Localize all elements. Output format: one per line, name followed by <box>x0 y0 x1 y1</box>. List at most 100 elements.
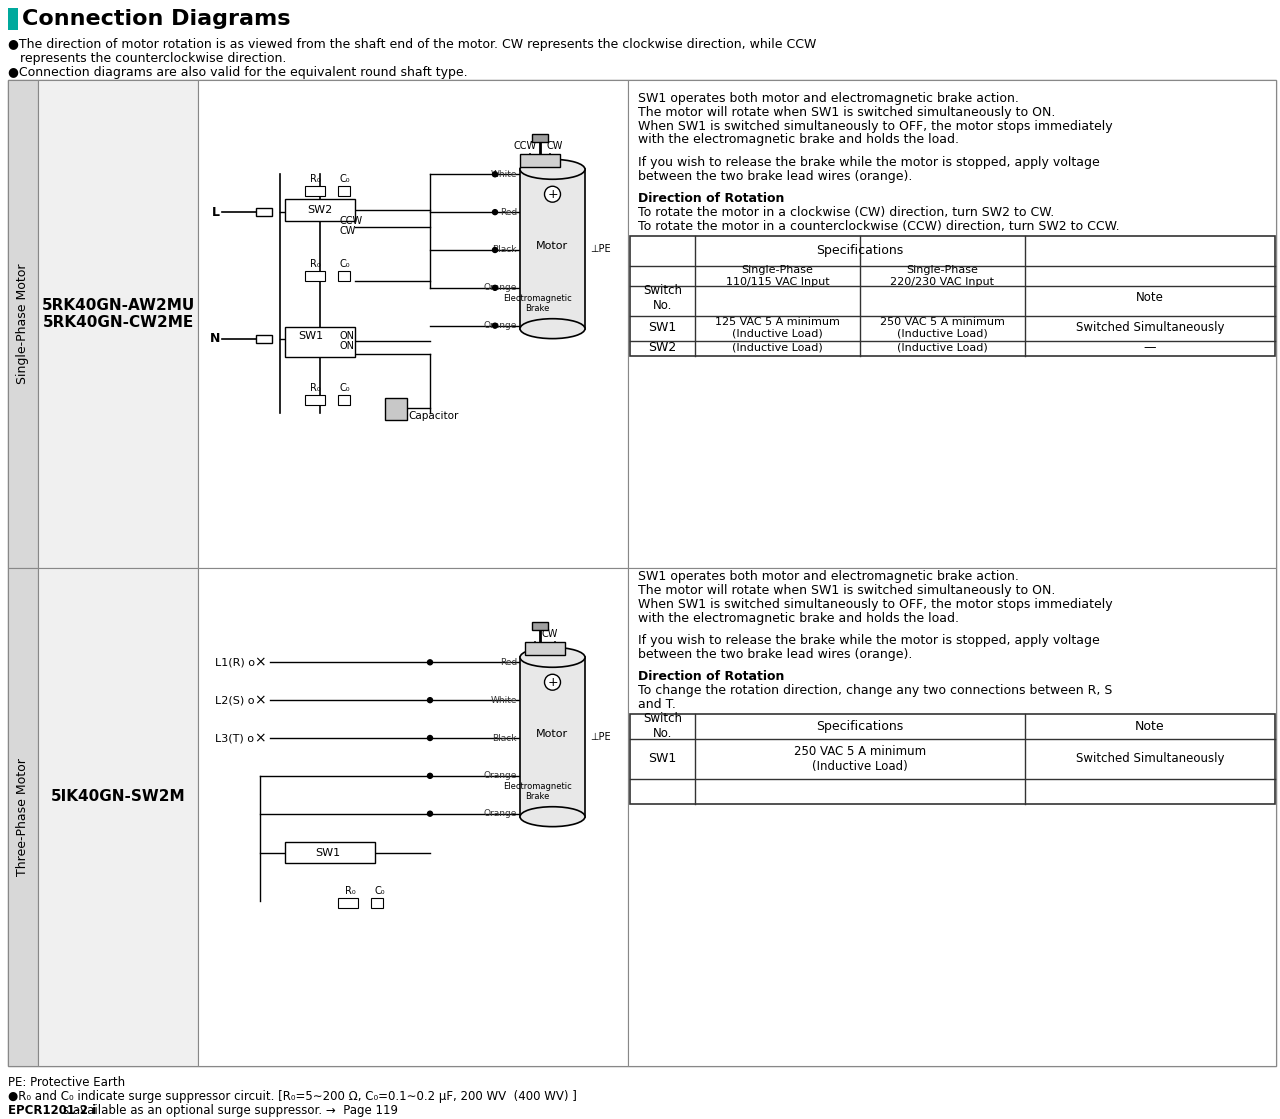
Text: between the two brake lead wires (orange).: between the two brake lead wires (orange… <box>637 648 913 661</box>
Text: Three-Phase Motor: Three-Phase Motor <box>17 758 29 876</box>
Text: and T.: and T. <box>637 698 676 712</box>
Text: L2(S) o: L2(S) o <box>215 695 255 705</box>
Bar <box>8 8 18 30</box>
Bar <box>8 79 38 567</box>
Bar <box>520 657 585 817</box>
Text: CW: CW <box>340 226 356 236</box>
Text: 250 VAC 5 A minimum
(Inductive Load): 250 VAC 5 A minimum (Inductive Load) <box>794 745 925 773</box>
Bar <box>385 398 407 421</box>
Text: White: White <box>490 170 517 179</box>
Ellipse shape <box>520 159 585 179</box>
Text: 5IK40GN-SW2M: 5IK40GN-SW2M <box>51 789 186 805</box>
Bar <box>198 567 628 1065</box>
Text: L: L <box>212 206 220 218</box>
Text: R₀: R₀ <box>310 384 320 394</box>
Text: Single-Phase
110/115 VAC Input: Single-Phase 110/115 VAC Input <box>726 265 829 286</box>
Bar <box>338 271 349 281</box>
Text: CCW: CCW <box>340 216 364 226</box>
Bar <box>532 622 548 630</box>
Text: R₀: R₀ <box>310 175 320 185</box>
Text: Orange: Orange <box>484 809 517 818</box>
Text: When SW1 is switched simultaneously to OFF, the motor stops immediately: When SW1 is switched simultaneously to O… <box>637 120 1112 132</box>
Text: To change the rotation direction, change any two connections between R, S: To change the rotation direction, change… <box>637 684 1112 697</box>
Text: Single-Phase Motor: Single-Phase Motor <box>17 263 29 384</box>
Text: N: N <box>210 332 220 345</box>
Text: ⊥PE: ⊥PE <box>590 244 611 254</box>
Text: SW1 operates both motor and electromagnetic brake action.: SW1 operates both motor and electromagne… <box>637 570 1019 583</box>
Bar <box>630 236 1275 356</box>
Text: L3(T) o: L3(T) o <box>215 733 253 743</box>
Text: When SW1 is switched simultaneously to OFF, the motor stops immediately: When SW1 is switched simultaneously to O… <box>637 598 1112 611</box>
Bar <box>371 899 383 909</box>
Circle shape <box>428 660 433 665</box>
Text: The motor will rotate when SW1 is switched simultaneously to ON.: The motor will rotate when SW1 is switch… <box>637 105 1056 119</box>
Text: SW2: SW2 <box>649 341 677 354</box>
Circle shape <box>428 697 433 703</box>
Text: CW: CW <box>547 141 563 151</box>
Text: Note: Note <box>1135 720 1165 733</box>
Text: PE: Protective Earth: PE: Protective Earth <box>8 1075 125 1089</box>
Bar <box>285 841 375 864</box>
Text: Single-Phase
220/230 VAC Input: Single-Phase 220/230 VAC Input <box>891 265 995 286</box>
Ellipse shape <box>520 319 585 339</box>
Text: ON: ON <box>340 340 355 350</box>
Text: Brake: Brake <box>525 792 549 801</box>
Text: ON: ON <box>340 330 355 340</box>
Text: Switch
No.: Switch No. <box>643 284 682 312</box>
Circle shape <box>493 323 498 328</box>
Ellipse shape <box>520 807 585 827</box>
Bar <box>256 208 273 216</box>
Bar <box>285 327 355 357</box>
Text: SW1: SW1 <box>649 752 677 765</box>
Text: Motor: Motor <box>536 728 568 739</box>
Text: White: White <box>490 696 517 705</box>
Text: Switched Simultaneously: Switched Simultaneously <box>1075 321 1224 335</box>
Text: (Inductive Load): (Inductive Load) <box>897 342 988 352</box>
Text: Black: Black <box>493 245 517 254</box>
Bar <box>630 714 1275 803</box>
Bar <box>305 186 325 196</box>
Text: Red: Red <box>499 658 517 667</box>
Text: SW1 operates both motor and electromagnetic brake action.: SW1 operates both motor and electromagne… <box>637 92 1019 105</box>
Text: SW2: SW2 <box>307 205 333 215</box>
Bar <box>38 79 198 567</box>
Bar <box>285 199 355 222</box>
Text: with the electromagnetic brake and holds the load.: with the electromagnetic brake and holds… <box>637 133 959 147</box>
Text: Black: Black <box>493 733 517 743</box>
Circle shape <box>428 773 433 779</box>
Text: Capacitor: Capacitor <box>408 412 458 422</box>
Text: 5RK40GN-AW2MU
5RK40GN-CW2ME: 5RK40GN-AW2MU 5RK40GN-CW2ME <box>41 298 195 330</box>
Bar <box>520 169 585 329</box>
Text: C₀: C₀ <box>339 258 351 269</box>
Text: Orange: Orange <box>484 771 517 780</box>
Circle shape <box>493 209 498 215</box>
Text: ●The direction of motor rotation is as viewed from the shaft end of the motor. C: ●The direction of motor rotation is as v… <box>8 38 817 50</box>
Text: To rotate the motor in a counterclockwise (CCW) direction, turn SW2 to CCW.: To rotate the motor in a counterclockwis… <box>637 220 1120 233</box>
Circle shape <box>428 811 433 816</box>
Bar <box>38 567 198 1065</box>
Text: ●R₀ and C₀ indicate surge suppressor circuit. [R₀=5∼200 Ω, C₀=0.1∼0.2 μF, 200 WV: ●R₀ and C₀ indicate surge suppressor cir… <box>8 1090 577 1102</box>
Bar <box>628 79 1276 567</box>
Text: Direction of Rotation: Direction of Rotation <box>637 192 785 205</box>
Text: —: — <box>1144 341 1156 354</box>
Text: ●Connection diagrams are also valid for the equivalent round shaft type.: ●Connection diagrams are also valid for … <box>8 66 467 78</box>
Bar <box>256 335 273 342</box>
Text: (Inductive Load): (Inductive Load) <box>732 342 823 352</box>
Bar <box>305 395 325 405</box>
Text: Red: Red <box>499 208 517 217</box>
Text: Electromagnetic: Electromagnetic <box>503 294 571 303</box>
Ellipse shape <box>520 648 585 667</box>
Text: Direction of Rotation: Direction of Rotation <box>637 670 785 684</box>
Text: If you wish to release the brake while the motor is stopped, apply voltage: If you wish to release the brake while t… <box>637 634 1100 648</box>
Text: 250 VAC 5 A minimum
(Inductive Load): 250 VAC 5 A minimum (Inductive Load) <box>881 317 1005 338</box>
Text: Electromagnetic: Electromagnetic <box>503 782 571 791</box>
Bar <box>8 567 38 1065</box>
Text: +: + <box>547 676 558 688</box>
Text: ⊥PE: ⊥PE <box>590 732 611 742</box>
Circle shape <box>544 675 561 690</box>
Circle shape <box>428 735 433 741</box>
Bar <box>525 642 564 656</box>
Bar <box>520 154 561 168</box>
Text: Specifications: Specifications <box>817 244 904 257</box>
Text: Motor: Motor <box>536 241 568 251</box>
